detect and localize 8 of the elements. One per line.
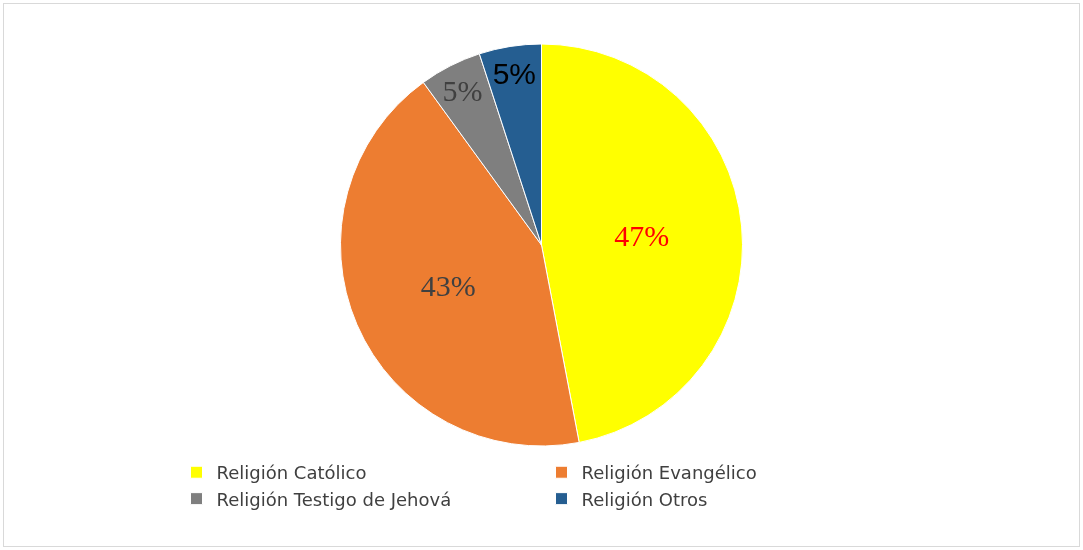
- legend-label: Religión Católico: [216, 462, 367, 484]
- data-label: 5%: [442, 73, 483, 107]
- legend-label: Religión Testigo de Jehová: [216, 488, 452, 510]
- data-label: 43%: [420, 268, 476, 302]
- legend-label: Religión Otros: [581, 488, 708, 510]
- legend-label: Religión Evangélico: [581, 462, 757, 484]
- data-label: 47%: [614, 219, 670, 253]
- data-label: 5%: [492, 56, 536, 90]
